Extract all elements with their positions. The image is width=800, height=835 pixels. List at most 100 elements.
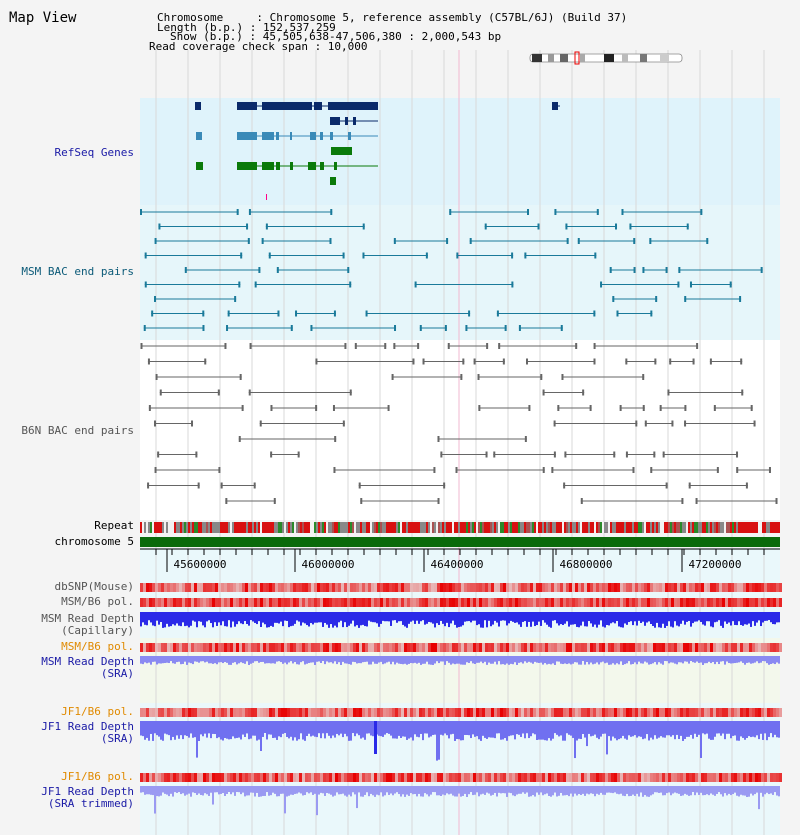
repeat-block [210, 522, 212, 533]
read-depth-bar [510, 656, 512, 664]
repeat-block [524, 522, 526, 533]
polymorphism-cell [362, 708, 365, 717]
repeat-block [264, 522, 266, 533]
read-depth-bar [544, 721, 546, 741]
read-depth-bar [374, 656, 376, 664]
msm-bac-pair-end [247, 238, 250, 244]
polymorphism-cell [314, 598, 317, 607]
read-depth-bar [416, 612, 418, 621]
label-jf1-depth[interactable]: JF1 Read Depth [41, 720, 134, 733]
polymorphism-cell [602, 583, 605, 592]
polymorphism-cell [413, 708, 416, 717]
read-depth-bar [240, 721, 242, 740]
polymorphism-cell [758, 708, 761, 717]
polymorphism-cell [587, 643, 590, 652]
polymorphism-cell [314, 583, 317, 592]
read-depth-bar [378, 721, 380, 736]
read-depth-bar [272, 721, 274, 739]
polymorphism-cell [446, 708, 449, 717]
read-depth-bar [220, 656, 222, 663]
read-depth-bar [306, 721, 308, 737]
polymorphism-cell [515, 583, 518, 592]
read-depth-bar [648, 786, 650, 797]
polymorphism-cell [329, 708, 332, 717]
polymorphism-cell [248, 643, 251, 652]
polymorphism-cell [233, 708, 236, 717]
label-jf1-b6-pol-2[interactable]: JF1/B6 pol. [61, 770, 134, 783]
b6n-bac-pair-end [154, 467, 157, 473]
read-depth-bar [684, 612, 686, 625]
repeat-block [442, 522, 444, 533]
read-depth-bar [738, 656, 740, 663]
polymorphism-cell [734, 643, 737, 652]
polymorphism-cell [509, 583, 512, 592]
read-depth-bar [430, 656, 432, 665]
read-depth-bar [184, 721, 186, 736]
read-depth-bar [358, 656, 360, 664]
polymorphism-cell [365, 643, 368, 652]
read-depth-bar [540, 612, 542, 626]
repeat-block [396, 522, 398, 533]
read-depth-bar [526, 656, 528, 663]
polymorphism-cell [752, 598, 755, 607]
repeat-block [268, 522, 270, 533]
polymorphism-cell [689, 583, 692, 592]
polymorphism-cell [755, 773, 758, 782]
read-depth-bar [170, 786, 172, 794]
read-depth-bar [184, 612, 186, 627]
repeat-block [578, 522, 580, 533]
read-depth-bar [634, 786, 636, 796]
label-msm-b6-pol-sra[interactable]: MSM/B6 pol. [61, 640, 134, 653]
msm-bac-pair-end [330, 209, 333, 215]
label-msm-bac[interactable]: MSM BAC end pairs [21, 265, 134, 278]
read-depth-bar [186, 612, 188, 626]
polymorphism-cell [443, 773, 446, 782]
label-msm-b6-pol[interactable]: MSM/B6 pol. [61, 595, 134, 608]
polymorphism-cell [518, 773, 521, 782]
read-depth-bar [516, 612, 518, 623]
repeat-block [306, 522, 308, 533]
label-b6n-bac[interactable]: B6N BAC end pairs [21, 424, 134, 437]
polymorphism-cell [368, 708, 371, 717]
msm-bac-pair-end [524, 252, 527, 259]
label-jf1-trim[interactable]: JF1 Read Depth [41, 785, 134, 798]
read-depth-bar [542, 612, 544, 621]
read-depth-bar [598, 786, 600, 795]
label-jf1-b6-pol[interactable]: JF1/B6 pol. [61, 705, 134, 718]
read-depth-bar [544, 786, 546, 795]
read-depth-bar [434, 721, 436, 735]
polymorphism-cell [497, 598, 500, 607]
polymorphism-cell [620, 598, 623, 607]
repeat-block [222, 522, 224, 533]
read-depth-bar [606, 656, 608, 663]
polymorphism-cell [395, 643, 398, 652]
read-depth-bar [498, 786, 500, 793]
polymorphism-cell [320, 598, 323, 607]
repeat-block [526, 522, 528, 533]
read-depth-bar [390, 612, 392, 626]
label-msm-depth-cap[interactable]: MSM Read Depth [41, 612, 134, 625]
polymorphism-cell [269, 643, 272, 652]
read-depth-bar [482, 721, 484, 736]
label-repeat[interactable]: Repeat [94, 519, 134, 532]
repeat-block [348, 522, 350, 533]
gene-exon [330, 117, 336, 125]
read-depth-bar [470, 786, 472, 793]
read-depth-bar [728, 721, 730, 734]
polymorphism-cell [626, 708, 629, 717]
polymorphism-cell [566, 643, 569, 652]
label-msm-depth-sra[interactable]: MSM Read Depth [41, 655, 134, 668]
read-depth-bar [260, 786, 262, 797]
read-depth-bar [534, 656, 536, 662]
read-depth-bar [748, 656, 750, 663]
read-depth-bar [180, 721, 182, 736]
read-depth-bar [668, 612, 670, 622]
label-refseq-genes[interactable]: RefSeq Genes [54, 146, 134, 159]
read-depth-bar [346, 612, 348, 628]
label-dbsnp[interactable]: dbSNP(Mouse) [54, 580, 134, 593]
b6n-bac-pair-end [391, 374, 394, 380]
read-depth-bar [758, 721, 760, 740]
polymorphism-cell [569, 583, 572, 592]
read-depth-bar [524, 721, 526, 739]
